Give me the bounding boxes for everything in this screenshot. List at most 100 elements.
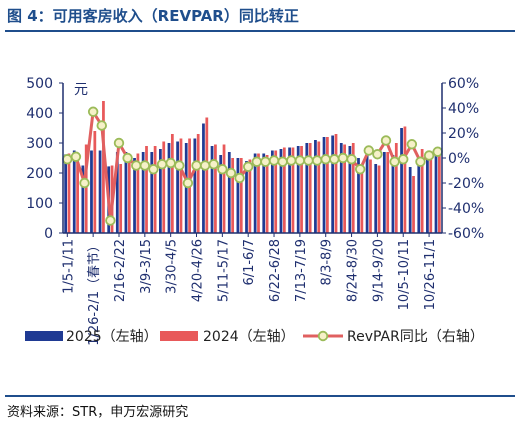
bar-2025 — [296, 146, 300, 233]
bar-2024 — [222, 144, 226, 233]
x-axis-tick-label: 3/30-4/5 — [165, 239, 180, 294]
bar-2024 — [377, 165, 381, 233]
left-axis-tick-label: 300 — [26, 136, 53, 152]
bar-2025 — [305, 143, 309, 233]
bar-2025 — [391, 155, 395, 233]
yoy-point — [191, 160, 202, 171]
bar-2024 — [67, 153, 71, 233]
bar-2025 — [279, 149, 283, 233]
bar-2024 — [127, 159, 131, 233]
bar-2024 — [429, 153, 433, 233]
x-axis-tick-label: 6/22-6/28 — [268, 239, 283, 302]
bar-2025 — [365, 155, 369, 233]
left-axis-tick-label: 500 — [26, 76, 53, 92]
bar-2025 — [124, 152, 128, 233]
yoy-point — [242, 161, 254, 172]
bar-2024 — [196, 134, 200, 233]
legend-label-2025: 2025（左轴） — [66, 329, 158, 345]
bar-2024 — [136, 153, 140, 233]
legend-swatch-yoy-marker — [317, 330, 329, 342]
bar-2024 — [386, 152, 390, 233]
bar-2025 — [141, 152, 145, 233]
yoy-point — [62, 154, 73, 165]
bar-2024 — [119, 164, 123, 233]
bar-2025 — [270, 150, 274, 233]
yoy-point — [389, 156, 400, 167]
bar-2024 — [257, 153, 260, 233]
bar-2025 — [400, 128, 403, 233]
yoy-point — [113, 137, 125, 149]
bar-2024 — [179, 138, 183, 233]
yoy-point — [79, 177, 90, 189]
yoy-point — [372, 149, 383, 160]
x-axis-tick-label: 4/20-4/26 — [191, 239, 206, 302]
bar-2024 — [317, 141, 321, 233]
right-axis-tick-label: 20% — [448, 126, 479, 142]
yoy-point — [423, 150, 435, 161]
bar-2024 — [351, 143, 355, 233]
yoy-point — [346, 154, 357, 165]
yoy-point — [320, 154, 331, 165]
yoy-point — [174, 160, 185, 171]
bar-2024 — [170, 134, 174, 233]
bar-2024 — [84, 144, 88, 233]
yoy-point — [268, 155, 280, 166]
x-axis-tick-label: 8/24-8/30 — [346, 239, 361, 302]
bar-2024 — [93, 131, 97, 233]
bar-2025 — [331, 135, 335, 233]
left-axis-tick-label: 0 — [44, 226, 53, 242]
bar-2025 — [81, 165, 85, 233]
yoy-point — [363, 145, 374, 156]
bar-2025 — [357, 158, 360, 233]
bar-2025 — [426, 152, 429, 233]
yoy-point — [105, 215, 116, 226]
x-axis-tick-label: 1/26-2/1（春节） — [87, 239, 102, 346]
x-axis-tick-label: 3/9-3/15 — [139, 239, 154, 294]
bar-2025 — [408, 167, 412, 233]
yoy-point — [311, 155, 323, 166]
bar-2024 — [326, 137, 329, 233]
bar-2024 — [282, 147, 286, 233]
bar-2025 — [210, 146, 214, 233]
yoy-point — [87, 106, 99, 117]
yoy-point — [182, 177, 194, 189]
bar-2025 — [133, 158, 136, 233]
yoy-point — [217, 164, 228, 175]
yoy-point — [415, 156, 426, 167]
yoy-point — [139, 160, 151, 171]
legend-swatch-2024 — [160, 331, 198, 341]
bar-2025 — [382, 152, 386, 233]
yoy-point — [303, 155, 314, 166]
bar-2025 — [374, 164, 378, 233]
bar-2025 — [322, 137, 326, 233]
yoy-point — [131, 160, 142, 171]
yoy-point — [234, 172, 245, 184]
bar-2025 — [176, 141, 179, 233]
x-axis-tick-label: 9/14-9/20 — [371, 239, 386, 302]
bar-2024 — [248, 159, 252, 233]
legend-label-yoy: RevPAR同比（右轴） — [347, 329, 484, 345]
figure-title: 图 4：可用客房收入（REVPAR）同比转正 — [7, 7, 299, 25]
x-axis-tick-label: 6/1-6/7 — [242, 239, 257, 286]
bar-2025 — [434, 149, 438, 233]
x-axis-tick-label: 5/11-5/17 — [216, 239, 231, 302]
yoy-point — [251, 156, 263, 167]
bar-2025 — [417, 158, 421, 233]
left-axis-tick-label: 100 — [26, 196, 53, 212]
yoy-point — [354, 164, 366, 175]
bar-2024 — [334, 134, 338, 233]
yoy-point — [380, 135, 392, 146]
yoy-point — [406, 139, 418, 150]
bar-2024 — [394, 143, 398, 233]
yoy-point — [260, 156, 271, 167]
bar-2025 — [245, 161, 248, 233]
right-axis-tick-label: 60% — [448, 76, 479, 92]
bar-2024 — [231, 158, 235, 233]
yoy-point — [208, 159, 219, 170]
yoy-point — [148, 164, 159, 175]
bar-2025 — [227, 152, 231, 233]
bar-2024 — [403, 126, 407, 233]
left-axis-unit-label: 元 — [74, 82, 88, 98]
bar-2025 — [167, 143, 171, 233]
bar-2024 — [162, 141, 166, 233]
